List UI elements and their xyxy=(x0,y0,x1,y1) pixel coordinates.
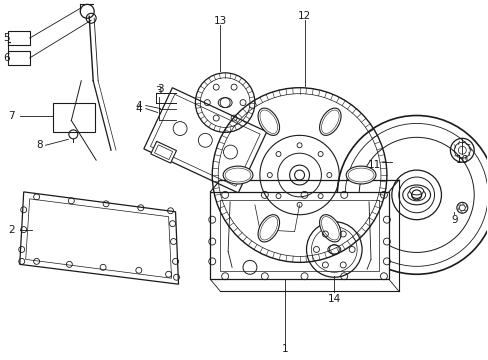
Text: 13: 13 xyxy=(213,16,226,26)
Ellipse shape xyxy=(346,166,375,184)
Ellipse shape xyxy=(258,108,279,135)
Text: 3: 3 xyxy=(155,86,162,96)
Ellipse shape xyxy=(319,215,340,242)
Text: 5: 5 xyxy=(3,33,10,43)
Ellipse shape xyxy=(319,108,340,135)
Ellipse shape xyxy=(409,187,423,195)
Text: 10: 10 xyxy=(455,155,468,165)
Text: 11: 11 xyxy=(366,160,380,170)
Ellipse shape xyxy=(223,166,252,184)
Text: 12: 12 xyxy=(297,11,310,21)
Text: 8: 8 xyxy=(36,140,43,150)
Polygon shape xyxy=(143,88,266,193)
Text: 1: 1 xyxy=(281,344,287,354)
Bar xyxy=(8,31,30,45)
Text: 2: 2 xyxy=(8,225,15,235)
Polygon shape xyxy=(210,192,388,279)
Bar xyxy=(8,51,30,65)
Text: 9: 9 xyxy=(450,215,457,225)
Text: 6: 6 xyxy=(3,53,10,63)
Text: 14: 14 xyxy=(327,294,340,304)
Polygon shape xyxy=(150,141,176,163)
Text: 4: 4 xyxy=(135,104,142,113)
Polygon shape xyxy=(20,192,178,284)
Text: 4: 4 xyxy=(135,100,142,111)
Text: 3: 3 xyxy=(157,84,163,94)
Ellipse shape xyxy=(258,215,279,242)
Text: 7: 7 xyxy=(8,111,15,121)
Ellipse shape xyxy=(411,192,421,198)
Bar xyxy=(53,103,95,132)
